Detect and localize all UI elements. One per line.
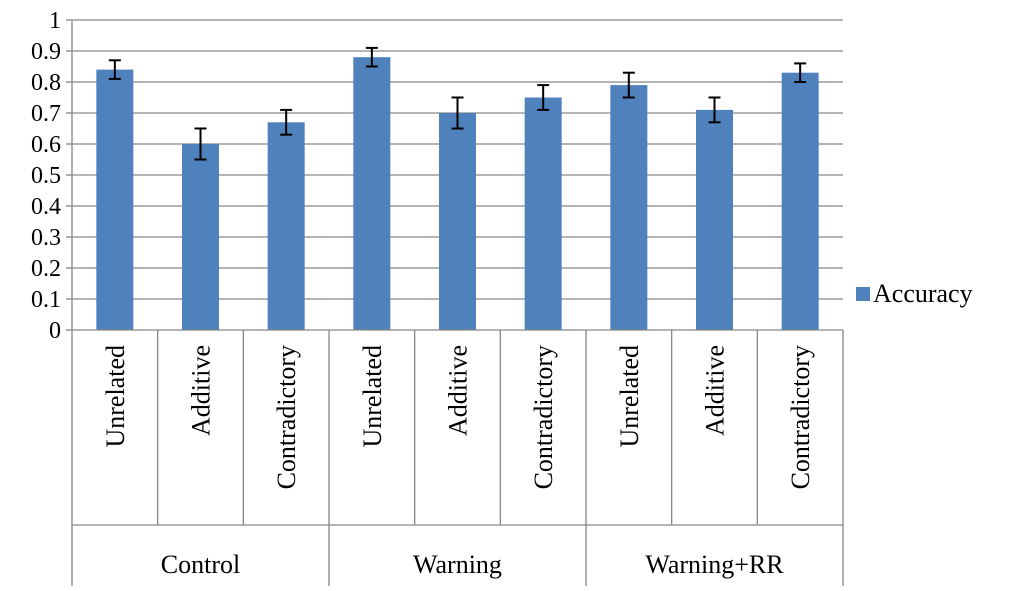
y-tick-label: 1 [49, 8, 61, 34]
legend-swatch [856, 287, 870, 301]
y-tick-label: 0.5 [31, 163, 61, 189]
legend: Accuracy [856, 279, 973, 308]
x-category-label: Unrelated [101, 345, 130, 448]
bar [610, 85, 648, 330]
x-category-label: Additive [701, 345, 730, 436]
axes [66, 19, 844, 586]
y-tick-label: 0.4 [31, 194, 61, 220]
y-tick-label: 0.1 [31, 287, 61, 313]
x-group-label: Warning+RR [645, 550, 784, 579]
x-category-labels: Unrelated Additive Contradictory Unrelated A… [101, 345, 815, 489]
bar [696, 109, 733, 331]
bar [524, 97, 562, 330]
x-category-label: Contradictory [786, 345, 815, 489]
bar [353, 57, 391, 330]
bar [267, 122, 305, 330]
y-tick-label: 0.9 [31, 39, 61, 65]
bars [96, 57, 819, 331]
y-tick-label: 0.3 [31, 225, 61, 251]
legend-label: Accuracy [873, 279, 973, 308]
y-tick-label: 0.8 [31, 70, 61, 96]
bar [182, 144, 219, 330]
bar [439, 113, 476, 330]
x-group-labels: Control Warning Warning+RR [161, 550, 784, 579]
y-tick-labels: 0 0.1 0.2 0.3 0.4 0.5 0.6 0.7 0.8 0.9 1 [31, 8, 61, 344]
y-tick-label: 0.7 [31, 101, 61, 127]
x-category-label: Unrelated [358, 345, 387, 448]
bar [96, 69, 134, 330]
x-category-label: Contradictory [272, 345, 301, 489]
x-category-label: Additive [444, 345, 473, 436]
x-category-label: Contradictory [529, 345, 558, 489]
error-bars [108, 46, 807, 161]
x-group-label: Warning [413, 550, 502, 579]
y-tick-label: 0.6 [31, 132, 61, 158]
x-category-label: Unrelated [615, 345, 644, 448]
y-tick-label: 0 [49, 318, 61, 344]
y-tick-label: 0.2 [31, 256, 61, 282]
x-group-label: Control [161, 550, 240, 579]
x-category-label: Additive [187, 345, 216, 436]
bar [781, 72, 819, 330]
